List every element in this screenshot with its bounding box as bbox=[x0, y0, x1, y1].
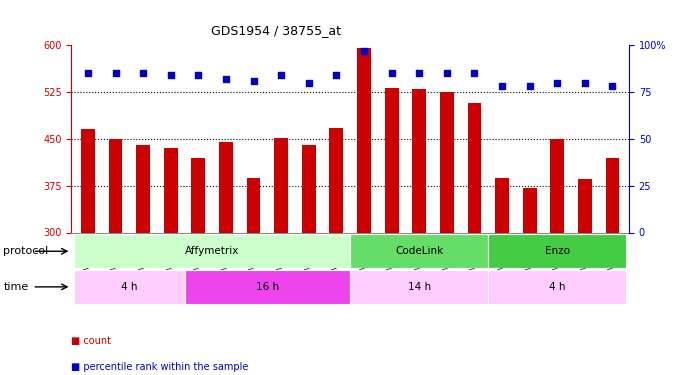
Bar bbox=[357, 48, 371, 232]
Point bbox=[248, 78, 259, 84]
Bar bbox=[488, 234, 626, 268]
Bar bbox=[440, 92, 454, 232]
Point bbox=[469, 70, 480, 76]
Point bbox=[413, 70, 424, 76]
Bar bbox=[81, 129, 95, 232]
Bar bbox=[164, 148, 177, 232]
Bar bbox=[605, 158, 619, 232]
Point bbox=[165, 72, 176, 78]
Bar bbox=[488, 270, 626, 304]
Point bbox=[524, 83, 535, 89]
Bar bbox=[495, 177, 509, 232]
Point bbox=[276, 72, 287, 78]
Point bbox=[193, 72, 204, 78]
Point bbox=[441, 70, 452, 76]
Point bbox=[82, 70, 93, 76]
Text: 4 h: 4 h bbox=[549, 282, 566, 292]
Point bbox=[386, 70, 397, 76]
Bar bbox=[247, 177, 260, 232]
Point bbox=[579, 80, 590, 86]
Point bbox=[220, 76, 231, 82]
Bar bbox=[109, 139, 122, 232]
Text: CodeLink: CodeLink bbox=[395, 246, 443, 256]
Point bbox=[110, 70, 121, 76]
Bar bbox=[302, 145, 316, 232]
Text: protocol: protocol bbox=[3, 246, 49, 256]
Point bbox=[551, 80, 562, 86]
Text: time: time bbox=[3, 282, 29, 292]
Text: Enzo: Enzo bbox=[545, 246, 570, 256]
Bar bbox=[412, 89, 426, 232]
Point bbox=[331, 72, 342, 78]
Point bbox=[138, 70, 149, 76]
Bar bbox=[136, 145, 150, 232]
Bar bbox=[192, 158, 205, 232]
Text: Affymetrix: Affymetrix bbox=[185, 246, 239, 256]
Bar bbox=[184, 270, 350, 304]
Point bbox=[607, 83, 618, 89]
Bar bbox=[350, 234, 488, 268]
Bar bbox=[74, 234, 350, 268]
Text: 14 h: 14 h bbox=[407, 282, 430, 292]
Text: 16 h: 16 h bbox=[256, 282, 279, 292]
Point bbox=[303, 80, 314, 86]
Bar bbox=[523, 188, 537, 232]
Bar bbox=[578, 179, 592, 232]
Point bbox=[358, 48, 369, 54]
Text: ■ count: ■ count bbox=[71, 336, 112, 346]
Point bbox=[496, 83, 507, 89]
Bar bbox=[350, 270, 488, 304]
Bar bbox=[274, 138, 288, 232]
Bar bbox=[219, 142, 233, 232]
Text: GDS1954 / 38755_at: GDS1954 / 38755_at bbox=[211, 24, 341, 38]
Bar bbox=[550, 139, 564, 232]
Text: ■ percentile rank within the sample: ■ percentile rank within the sample bbox=[71, 363, 249, 372]
Text: 4 h: 4 h bbox=[121, 282, 137, 292]
Bar bbox=[385, 87, 398, 232]
Bar bbox=[468, 103, 481, 232]
Bar bbox=[330, 128, 343, 232]
Bar bbox=[74, 270, 184, 304]
